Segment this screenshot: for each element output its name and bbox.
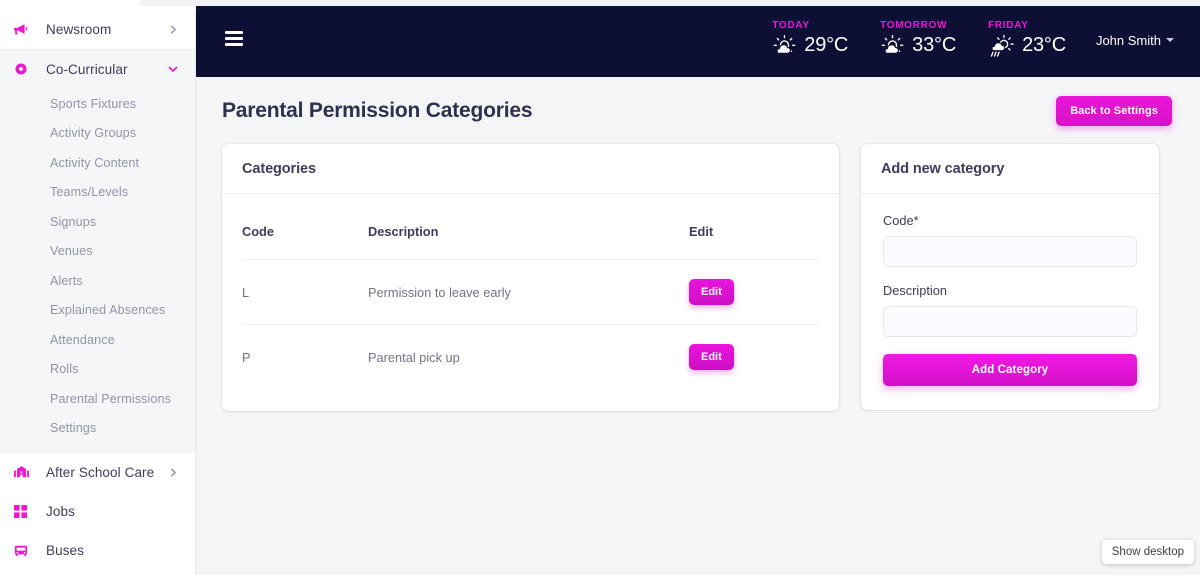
chevron-down-icon: [167, 64, 179, 74]
add-category-card-header: Add new category: [861, 144, 1159, 194]
categories-card-header: Categories: [222, 144, 839, 194]
column-header-code: Code: [242, 203, 368, 260]
cell-code: P: [242, 349, 251, 365]
weather-reading: 29°C: [772, 34, 848, 57]
sidebar-subitem-settings[interactable]: Settings: [50, 421, 97, 436]
sidebar-subitem-explained-absences[interactable]: Explained Absences: [50, 303, 166, 318]
add-category-card-title: Add new category: [881, 161, 1005, 177]
hamburger-line: [225, 37, 243, 40]
weather-widget-group: TODAY: [772, 20, 1066, 58]
field-spacer: [883, 267, 1137, 283]
sidebar-subitem-parental-permissions[interactable]: Parental Permissions: [50, 391, 171, 406]
cell-description: Permission to leave early: [368, 259, 689, 325]
page-content: Parental Permission Categories Back to S…: [196, 77, 1200, 575]
hamburger-icon[interactable]: [225, 26, 251, 52]
weather-temperature: 29°C: [804, 33, 849, 56]
user-name-label: John Smith: [1095, 32, 1161, 48]
sun-behind-cloud-icon: [772, 34, 797, 56]
sidebar-item-newsroom[interactable]: Newsroom: [0, 10, 195, 49]
weather-temperature: 23°C: [1022, 34, 1066, 56]
sidebar-subitem-signups[interactable]: Signups: [50, 214, 97, 229]
weather-tomorrow[interactable]: TOMORROW: [880, 20, 956, 57]
hamburger-line: [225, 43, 243, 46]
sports-ball-icon: [14, 62, 36, 76]
add-category-form: Code* Description Add Category: [861, 194, 1159, 410]
grid-squares-icon: [14, 505, 36, 518]
table-head: Code Description Edit: [242, 203, 819, 260]
sun-behind-cloud-icon: [880, 34, 905, 56]
content-columns: Categories Code Description Edit: [222, 144, 1174, 411]
sidebar-item-jobs[interactable]: Jobs: [0, 492, 195, 531]
back-to-settings-button[interactable]: Back to Settings: [1056, 96, 1172, 126]
cell-description: Parental pick up: [368, 349, 460, 365]
cell-edit: Edit: [689, 259, 819, 325]
table-row: P Parental pick up Edit: [242, 325, 819, 390]
categories-table-wrapper: Code Description Edit L Permission to le…: [222, 194, 839, 411]
weather-day-label: FRIDAY: [988, 19, 1029, 31]
code-field-label: Code*: [883, 213, 919, 228]
sidebar-subitem-activity-groups[interactable]: Activity Groups: [50, 126, 137, 141]
table-header-row: Code Description Edit: [242, 203, 819, 260]
sidebar-item-after-school-care[interactable]: After School Care: [0, 453, 195, 492]
sidebar-submenu-co-curricular: Sports Fixtures Activity Groups Activity…: [0, 88, 195, 453]
table-body: L Permission to leave early Edit P Par: [242, 259, 819, 390]
hamburger-line: [225, 31, 243, 34]
sidebar-navigation: Newsroom Co-Curricular: [0, 0, 196, 575]
column-header-description: Description: [368, 203, 689, 260]
top-header-bar: TODAY: [196, 0, 1200, 77]
main-region: TODAY: [196, 0, 1200, 575]
sidebar-item-label: Buses: [46, 543, 85, 558]
table-row: L Permission to leave early Edit: [242, 259, 819, 325]
sidebar-subitem-alerts[interactable]: Alerts: [50, 273, 83, 288]
edit-button[interactable]: Edit: [689, 279, 734, 305]
user-menu[interactable]: John Smith: [1096, 33, 1174, 48]
school-building-icon: [14, 465, 36, 480]
weather-today[interactable]: TODAY: [772, 20, 848, 57]
sidebar-subitem-attendance[interactable]: Attendance: [50, 332, 115, 347]
caret-down-icon: [1166, 38, 1174, 42]
code-input[interactable]: [883, 236, 1137, 267]
edit-button[interactable]: Edit: [689, 344, 734, 370]
add-category-card: Add new category Code* Description Add C…: [861, 144, 1159, 410]
cell-edit: Edit: [689, 325, 819, 390]
weather-friday[interactable]: FRIDAY: [988, 20, 1066, 58]
sidebar-item-co-curricular[interactable]: Co-Curricular: [0, 49, 195, 88]
chevron-right-icon: [167, 468, 179, 477]
chevron-right-icon: [167, 25, 179, 34]
sidebar-item-label: Jobs: [46, 504, 75, 519]
weather-reading: 33°C: [880, 34, 956, 57]
sidebar-item-label: Newsroom: [46, 22, 112, 37]
weather-temperature: 33°C: [912, 33, 957, 56]
bus-icon: [14, 544, 36, 558]
sidebar-item-buses[interactable]: Buses: [0, 531, 195, 570]
cell-code: L: [242, 259, 368, 325]
sidebar-subitem-sports-fixtures[interactable]: Sports Fixtures: [50, 96, 137, 111]
weather-day-label: TODAY: [772, 19, 810, 31]
sidebar-subitem-rolls[interactable]: Rolls: [50, 362, 79, 377]
weather-day-label: TOMORROW: [880, 19, 948, 31]
description-input[interactable]: [883, 306, 1137, 337]
add-category-button[interactable]: Add Category: [883, 354, 1137, 386]
sun-cloud-rain-icon: [988, 34, 1015, 58]
column-header-edit: Edit: [689, 203, 819, 260]
description-field-label: Description: [883, 283, 948, 298]
categories-card: Categories Code Description Edit: [222, 144, 839, 411]
weather-reading: 23°C: [988, 34, 1066, 58]
page-title: Parental Permission Categories: [222, 99, 533, 122]
categories-table: Code Description Edit L Permission to le…: [242, 203, 819, 389]
sidebar-subitem-teams-levels[interactable]: Teams/Levels: [50, 185, 129, 200]
page-header: Parental Permission Categories Back to S…: [222, 77, 1174, 144]
megaphone-icon: [14, 22, 36, 37]
categories-card-title: Categories: [242, 161, 316, 177]
add-category-column: Add new category Code* Description Add C…: [861, 144, 1159, 410]
sidebar-item-label: Co-Curricular: [46, 61, 128, 77]
categories-column: Categories Code Description Edit: [222, 144, 839, 411]
sidebar-subitem-activity-content[interactable]: Activity Content: [50, 155, 140, 170]
sidebar-item-label: After School Care: [46, 465, 155, 480]
show-desktop-tooltip: Show desktop: [1101, 540, 1194, 564]
sidebar-subitem-venues[interactable]: Venues: [50, 244, 93, 259]
sidebar-top-spacer: [0, 0, 195, 10]
